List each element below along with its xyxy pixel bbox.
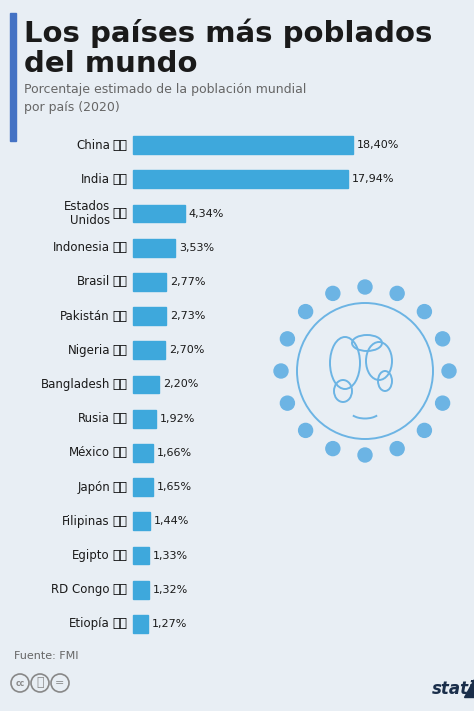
Bar: [133, 581, 149, 599]
Text: 🇧🇩: 🇧🇩: [112, 378, 128, 391]
Text: statista: statista: [432, 680, 474, 698]
Circle shape: [274, 364, 288, 378]
Bar: [133, 513, 150, 530]
Text: 🇲🇽: 🇲🇽: [112, 447, 128, 459]
Text: 2,77%: 2,77%: [170, 277, 206, 287]
Text: 2,73%: 2,73%: [170, 311, 205, 321]
Text: cc: cc: [15, 678, 25, 688]
Text: 2,70%: 2,70%: [169, 346, 205, 356]
Text: Ⓘ: Ⓘ: [36, 676, 44, 690]
Text: México: México: [69, 447, 110, 459]
Text: Porcentaje estimado de la población mundial
por país (2020): Porcentaje estimado de la población mund…: [24, 83, 306, 114]
Bar: [133, 171, 347, 188]
Circle shape: [326, 442, 340, 456]
Bar: [133, 375, 159, 393]
Bar: [133, 341, 165, 359]
Circle shape: [281, 332, 294, 346]
Text: 🇷🇺: 🇷🇺: [112, 412, 128, 425]
Circle shape: [299, 304, 313, 319]
Circle shape: [390, 442, 404, 456]
Text: 🇺🇸: 🇺🇸: [112, 207, 128, 220]
Circle shape: [442, 364, 456, 378]
Circle shape: [436, 332, 450, 346]
Bar: [133, 547, 149, 565]
Text: 1,44%: 1,44%: [154, 516, 190, 526]
Text: 1,33%: 1,33%: [153, 550, 188, 560]
Text: Estados
Unidos: Estados Unidos: [64, 200, 110, 227]
Text: 🇵🇰: 🇵🇰: [112, 309, 128, 323]
Text: 1,32%: 1,32%: [153, 584, 188, 594]
Text: 🇪🇹: 🇪🇹: [112, 617, 128, 631]
Text: Fuente: FMI: Fuente: FMI: [14, 651, 79, 661]
Text: 3,53%: 3,53%: [179, 242, 214, 252]
Text: Etiopía: Etiopía: [69, 617, 110, 631]
Text: Egipto: Egipto: [73, 549, 110, 562]
Bar: [133, 307, 165, 325]
Text: 🇯🇵: 🇯🇵: [112, 481, 128, 493]
Text: Bangladesh: Bangladesh: [41, 378, 110, 391]
Circle shape: [418, 304, 431, 319]
Circle shape: [436, 396, 450, 410]
Text: Japón: Japón: [77, 481, 110, 493]
Text: Los países más poblados: Los países más poblados: [24, 18, 432, 48]
Text: del mundo: del mundo: [24, 50, 198, 78]
Text: 🇪🇬: 🇪🇬: [112, 549, 128, 562]
Text: =: =: [55, 678, 64, 688]
Text: RD Congo: RD Congo: [52, 583, 110, 597]
Text: 2,20%: 2,20%: [164, 380, 199, 390]
Text: Brasil: Brasil: [77, 275, 110, 289]
Text: India: India: [81, 173, 110, 186]
Text: Pakistán: Pakistán: [60, 309, 110, 323]
Polygon shape: [464, 679, 474, 697]
Text: 🇵🇭: 🇵🇭: [112, 515, 128, 528]
Circle shape: [299, 423, 313, 437]
Bar: [133, 479, 153, 496]
Text: 🇨🇩: 🇨🇩: [112, 583, 128, 597]
Circle shape: [418, 423, 431, 437]
Bar: [10, 13, 16, 141]
Text: 4,34%: 4,34%: [189, 208, 224, 218]
Bar: [133, 239, 175, 257]
Circle shape: [358, 448, 372, 462]
Text: 1,66%: 1,66%: [157, 448, 192, 458]
Bar: [133, 615, 148, 633]
Text: Rusia: Rusia: [78, 412, 110, 425]
Text: Filipinas: Filipinas: [63, 515, 110, 528]
Text: 🇮🇳: 🇮🇳: [112, 173, 128, 186]
Bar: [133, 410, 156, 427]
Bar: [133, 137, 353, 154]
Text: 🇧🇷: 🇧🇷: [112, 275, 128, 289]
Circle shape: [326, 287, 340, 300]
Bar: [133, 273, 166, 291]
Circle shape: [281, 396, 294, 410]
Text: 1,65%: 1,65%: [157, 482, 192, 492]
Bar: [133, 205, 185, 223]
Bar: [133, 444, 153, 461]
Text: Nigeria: Nigeria: [67, 344, 110, 357]
Circle shape: [390, 287, 404, 300]
Text: 🇮🇩: 🇮🇩: [112, 241, 128, 255]
Text: 1,92%: 1,92%: [160, 414, 195, 424]
Text: China: China: [76, 139, 110, 151]
Text: 🇨🇳: 🇨🇳: [112, 139, 128, 151]
Text: 🇳🇬: 🇳🇬: [112, 344, 128, 357]
Text: 18,40%: 18,40%: [357, 140, 400, 150]
Text: Indonesia: Indonesia: [53, 241, 110, 255]
Text: 17,94%: 17,94%: [352, 174, 394, 184]
Text: 1,27%: 1,27%: [152, 619, 188, 629]
Circle shape: [358, 280, 372, 294]
